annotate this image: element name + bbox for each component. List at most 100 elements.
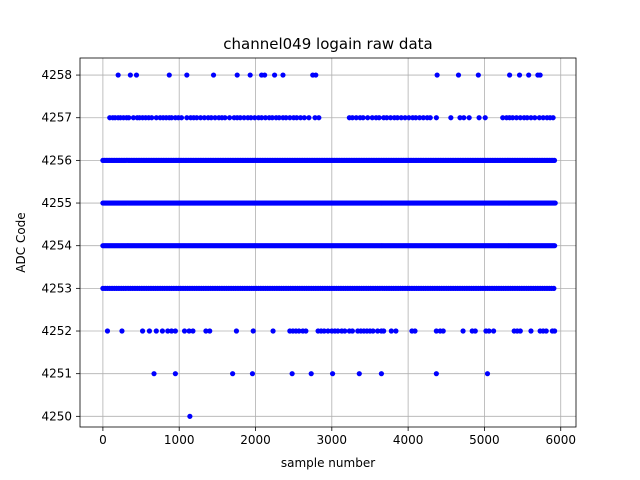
data-point [413,115,419,121]
data-point [262,72,268,78]
data-point [234,72,240,78]
data-point [500,115,506,121]
data-point [335,328,341,334]
data-point [550,115,556,121]
data-point [552,328,558,334]
data-point [127,72,133,78]
data-point [212,115,218,121]
data-point [271,72,278,78]
data-point [433,115,439,121]
x-tick-label: 4000 [393,433,424,447]
data-point [472,328,478,334]
data-point [153,328,159,334]
data-point [455,72,462,78]
x-tick-label: 0 [99,433,107,447]
data-point [532,115,538,121]
data-point [513,115,520,121]
data-point [190,328,196,334]
data-point [528,115,534,121]
y-axis-ticks: 4250 4251 4252 4253 4254 4255 4256 4257 4258 [41,68,80,423]
data-point [184,115,190,121]
data-point [270,328,276,334]
data-point [115,72,121,78]
data-point [543,328,549,334]
x-tick-label: 6000 [545,433,576,447]
x-tick-label: 3000 [317,433,348,447]
data-point [280,72,286,78]
data-point [126,115,132,121]
data-point [178,115,185,121]
data-point [294,115,300,121]
x-tick-label: 2000 [240,433,271,447]
data-points [100,72,558,419]
data-point [250,328,256,334]
x-tick-label: 5000 [469,433,500,447]
data-point [166,72,172,78]
data-point [313,72,319,78]
data-point [376,115,382,121]
data-point [151,371,157,377]
data-point [457,115,463,121]
data-point [516,72,523,78]
data-point [306,115,312,121]
data-point [230,371,236,377]
data-point [296,328,302,334]
data-point [342,328,348,334]
data-point [181,328,188,334]
x-tick-label: 1000 [164,433,195,447]
data-point [440,328,446,334]
data-point [289,371,295,377]
data-point [208,115,214,121]
y-tick-label: 4250 [41,409,72,423]
data-point [237,115,243,121]
data-point [466,115,472,121]
data-point [360,115,366,121]
data-point [283,115,289,121]
data-point [153,115,159,121]
data-point [301,115,307,121]
data-point [356,371,362,377]
data-point [168,115,175,121]
data-point [398,115,404,121]
data-point [222,115,228,121]
data-point [146,328,153,334]
data-point [378,371,385,377]
data-point [287,115,293,121]
data-point [249,371,256,377]
data-point [248,115,254,121]
data-point [207,328,213,334]
data-point [262,115,269,121]
chart-title: channel049 logain raw data [223,35,432,53]
data-point [507,72,513,78]
data-point [119,328,125,334]
data-point [172,328,178,334]
plot-frame [79,57,577,428]
data-point [448,115,454,121]
data-point [201,115,207,121]
data-point [370,328,376,334]
data-point [510,115,516,121]
data-point [517,115,523,121]
x-axis-label: sample number [281,456,375,470]
data-point [412,328,418,334]
data-point [475,72,481,78]
data-point [308,371,314,377]
data-point [172,371,178,377]
data-point [551,285,557,291]
data-point [276,115,282,121]
data-point [365,115,371,121]
data-point [393,328,399,334]
data-point [165,328,171,334]
data-point [321,328,327,334]
y-axis-label: ADC Code [14,212,28,272]
data-point [316,115,322,121]
y-tick-label: 4253 [41,281,72,295]
data-point [139,328,146,334]
data-point [259,115,265,121]
data-point [537,72,543,78]
data-point [349,115,356,121]
data-point [524,115,530,121]
data-point [269,115,275,121]
data-point [460,328,466,334]
